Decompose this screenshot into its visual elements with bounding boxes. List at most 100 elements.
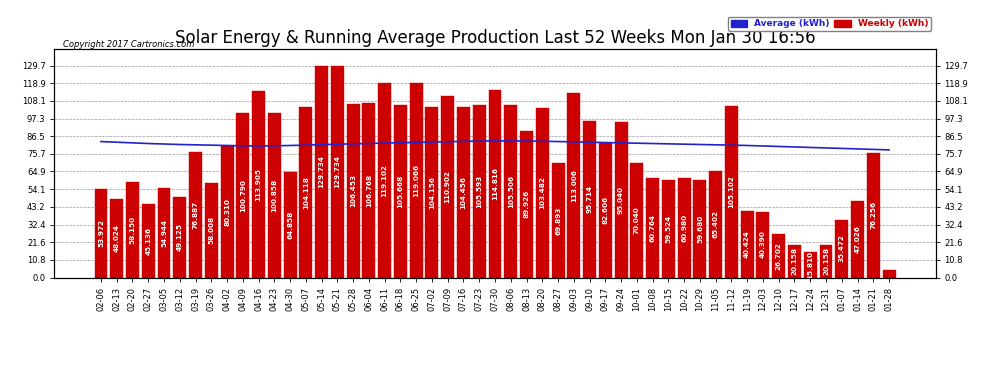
Bar (299, 107, 312, 278)
Text: 100.790: 100.790 (240, 179, 246, 212)
Text: 95.714: 95.714 (586, 185, 593, 213)
Text: 60.764: 60.764 (649, 214, 655, 242)
Text: 47.026: 47.026 (854, 225, 860, 253)
Text: 100.858: 100.858 (271, 178, 277, 212)
Text: 104.456: 104.456 (460, 176, 466, 208)
Bar (268, 113, 281, 278)
Bar (457, 107, 470, 278)
Text: 105.102: 105.102 (729, 175, 735, 208)
Text: 113.006: 113.006 (571, 169, 577, 202)
Bar (567, 93, 580, 278)
Text: 45.136: 45.136 (146, 226, 151, 255)
Text: 64.858: 64.858 (287, 210, 293, 238)
Bar (473, 105, 486, 278)
Bar (315, 66, 328, 278)
Bar (709, 171, 722, 278)
Bar (772, 234, 785, 278)
Text: 20.158: 20.158 (823, 247, 829, 275)
Text: 48.024: 48.024 (114, 224, 120, 252)
Bar (378, 83, 391, 278)
Bar (173, 197, 186, 278)
Bar (551, 163, 564, 278)
Text: Copyright 2017 Cartronics.com: Copyright 2017 Cartronics.com (63, 40, 195, 49)
Text: 119.102: 119.102 (382, 164, 388, 196)
Bar (882, 270, 896, 278)
Bar (599, 142, 612, 278)
Text: 40.424: 40.424 (744, 231, 750, 258)
Text: 20.158: 20.158 (791, 247, 798, 275)
Text: 89.926: 89.926 (524, 190, 530, 218)
Text: 60.980: 60.980 (681, 214, 687, 242)
Bar (488, 90, 502, 278)
Text: 76.887: 76.887 (192, 201, 199, 229)
Bar (221, 146, 234, 278)
Text: 35.472: 35.472 (839, 235, 844, 262)
Text: 76.256: 76.256 (870, 201, 876, 229)
Text: 58.008: 58.008 (208, 216, 214, 244)
Bar (157, 188, 170, 278)
Bar (820, 244, 833, 278)
Bar (126, 183, 139, 278)
Bar (678, 178, 691, 278)
Bar (615, 122, 628, 278)
Bar (583, 121, 596, 278)
Bar (346, 104, 359, 278)
Bar (693, 180, 706, 278)
Bar (836, 219, 848, 278)
Bar (442, 96, 454, 278)
Bar (725, 106, 738, 278)
Bar (756, 211, 769, 278)
Bar (142, 204, 154, 278)
Bar (504, 105, 517, 278)
Text: 105.506: 105.506 (508, 175, 514, 208)
Bar (741, 211, 753, 278)
Bar (851, 201, 864, 278)
Bar (410, 83, 423, 278)
Bar (662, 180, 675, 278)
Title: Solar Energy & Running Average Production Last 52 Weeks Mon Jan 30 16:56: Solar Energy & Running Average Productio… (174, 29, 816, 47)
Bar (394, 105, 407, 278)
Bar (646, 178, 659, 278)
Text: 58.150: 58.150 (130, 216, 136, 244)
Text: 106.453: 106.453 (350, 174, 356, 207)
Text: 69.893: 69.893 (555, 206, 561, 234)
Text: 59.524: 59.524 (665, 215, 671, 243)
Bar (520, 130, 533, 278)
Bar (237, 113, 249, 278)
Text: 105.593: 105.593 (476, 175, 482, 208)
Text: 95.040: 95.040 (618, 186, 624, 214)
Text: 65.402: 65.402 (713, 210, 719, 238)
Bar (205, 183, 218, 278)
Bar (189, 152, 202, 278)
Text: 70.040: 70.040 (634, 206, 640, 234)
Text: 106.768: 106.768 (366, 174, 372, 207)
Bar (362, 103, 375, 278)
Bar (110, 199, 123, 278)
Bar (804, 252, 817, 278)
Bar (94, 189, 108, 278)
Text: 15.810: 15.810 (807, 251, 813, 279)
Text: 82.606: 82.606 (602, 196, 608, 224)
Bar (788, 244, 801, 278)
Bar (536, 108, 548, 278)
Text: 54.944: 54.944 (161, 219, 167, 247)
Text: 53.972: 53.972 (98, 219, 104, 248)
Text: 103.482: 103.482 (540, 177, 545, 209)
Bar (331, 66, 344, 278)
Text: 105.668: 105.668 (397, 174, 404, 208)
Text: 104.118: 104.118 (303, 176, 309, 209)
Text: 114.816: 114.816 (492, 167, 498, 200)
Bar (631, 163, 644, 278)
Text: 49.125: 49.125 (177, 224, 183, 251)
Bar (252, 92, 265, 278)
Text: 113.905: 113.905 (255, 168, 261, 201)
Text: 129.734: 129.734 (319, 155, 325, 188)
Bar (284, 171, 297, 278)
Text: 59.680: 59.680 (697, 214, 703, 243)
Text: 119.066: 119.066 (413, 164, 419, 197)
Legend: Average (kWh), Weekly (kWh): Average (kWh), Weekly (kWh) (729, 16, 931, 31)
Text: 110.902: 110.902 (445, 171, 450, 203)
Text: 26.702: 26.702 (776, 242, 782, 270)
Bar (867, 153, 880, 278)
Text: 40.390: 40.390 (760, 231, 766, 258)
